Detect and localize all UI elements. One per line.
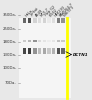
FancyBboxPatch shape bbox=[33, 40, 37, 42]
FancyBboxPatch shape bbox=[23, 18, 26, 23]
FancyBboxPatch shape bbox=[33, 48, 37, 54]
FancyBboxPatch shape bbox=[33, 18, 37, 23]
Text: 180Da-: 180Da- bbox=[3, 40, 17, 44]
FancyBboxPatch shape bbox=[52, 48, 55, 54]
FancyBboxPatch shape bbox=[43, 48, 46, 54]
Text: Hep G2: Hep G2 bbox=[45, 5, 57, 17]
FancyBboxPatch shape bbox=[57, 40, 60, 42]
FancyBboxPatch shape bbox=[47, 18, 51, 23]
FancyBboxPatch shape bbox=[38, 18, 41, 23]
FancyBboxPatch shape bbox=[57, 18, 60, 23]
Text: 350Da-: 350Da- bbox=[3, 13, 17, 17]
FancyBboxPatch shape bbox=[28, 18, 31, 23]
FancyBboxPatch shape bbox=[38, 48, 41, 54]
Text: DCTN1: DCTN1 bbox=[73, 52, 89, 56]
FancyBboxPatch shape bbox=[61, 18, 65, 23]
Text: K-562: K-562 bbox=[49, 8, 59, 17]
FancyBboxPatch shape bbox=[28, 40, 31, 42]
Text: 70Da-: 70Da- bbox=[5, 81, 17, 85]
Text: HEK293: HEK293 bbox=[53, 5, 66, 17]
Text: HeLa: HeLa bbox=[24, 8, 33, 17]
FancyBboxPatch shape bbox=[57, 48, 60, 54]
FancyBboxPatch shape bbox=[28, 48, 31, 54]
FancyBboxPatch shape bbox=[61, 48, 65, 54]
FancyBboxPatch shape bbox=[61, 40, 65, 42]
FancyBboxPatch shape bbox=[43, 40, 46, 42]
FancyBboxPatch shape bbox=[23, 40, 26, 42]
FancyBboxPatch shape bbox=[43, 18, 46, 23]
FancyBboxPatch shape bbox=[23, 48, 26, 54]
Text: Jurkat: Jurkat bbox=[30, 7, 40, 17]
FancyBboxPatch shape bbox=[38, 40, 41, 42]
Text: RAW264.7: RAW264.7 bbox=[59, 2, 74, 17]
Text: MCF-7: MCF-7 bbox=[40, 7, 50, 17]
Text: A549: A549 bbox=[35, 8, 44, 17]
Text: 130Da-: 130Da- bbox=[3, 53, 17, 57]
FancyBboxPatch shape bbox=[19, 18, 71, 98]
Text: 250Da-: 250Da- bbox=[3, 26, 17, 30]
FancyBboxPatch shape bbox=[52, 40, 55, 42]
FancyBboxPatch shape bbox=[52, 18, 55, 23]
FancyBboxPatch shape bbox=[47, 48, 51, 54]
FancyBboxPatch shape bbox=[47, 40, 51, 42]
Text: NIH/3T3: NIH/3T3 bbox=[63, 5, 76, 17]
Text: 100Da-: 100Da- bbox=[3, 66, 17, 70]
